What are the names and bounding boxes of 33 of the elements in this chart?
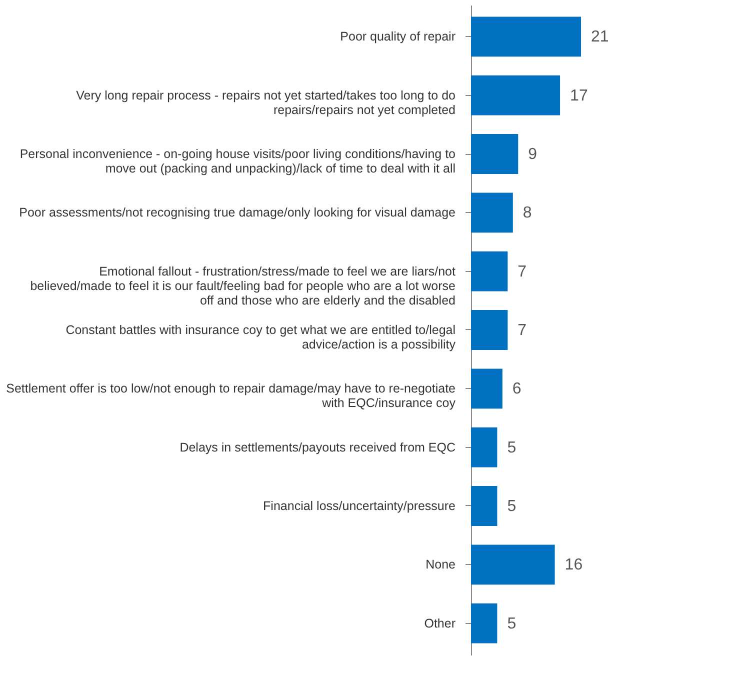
- data-label: 5: [507, 615, 516, 632]
- bar: [471, 486, 498, 526]
- bar: [471, 16, 581, 57]
- data-label: 6: [512, 380, 522, 398]
- y-tick-label: None: [426, 558, 456, 572]
- y-tick-label: Other: [424, 616, 456, 630]
- y-tick-label: Delays in settlements/payouts received from EQC: [180, 440, 456, 454]
- data-label: 8: [522, 204, 532, 222]
- bar: [471, 251, 508, 292]
- bar: [471, 192, 513, 233]
- bar: [471, 544, 555, 585]
- bar: [471, 368, 502, 409]
- data-label: 17: [570, 87, 588, 104]
- bar: [471, 134, 518, 174]
- y-tick-label: Emotional fallout - frustration/stress/made to feel we are liars/not believed/made to feel it is our fault/feeling bad for people who are a lot worse off and those who are elderly and the disabled: [30, 264, 456, 308]
- bar: [471, 603, 498, 644]
- y-tick-label: Poor assessments/not recognising true damage/only looking for visual damage: [19, 206, 456, 220]
- y-tick-label: Financial loss/uncertainty/pressure: [263, 498, 456, 513]
- data-label: 16: [564, 556, 583, 574]
- data-label: 9: [528, 146, 538, 164]
- bar: [471, 427, 498, 468]
- y-tick-label: Settlement offer is too low/not enough to repair damage/may have to re-negotiate with EQC/insurance coy: [6, 382, 456, 410]
- bar: [471, 75, 560, 116]
- bar: [471, 310, 508, 350]
- data-label: 5: [507, 498, 516, 515]
- y-tick-label: Very long repair process - repairs not yet started/takes too long to do repairs/repairs not yet completed: [76, 88, 456, 117]
- y-tick-label: Constant battles with insurance coy to get what we are entitled to/legal advice/action is a possibility: [66, 323, 456, 352]
- data-label: 21: [591, 28, 609, 46]
- data-label: 7: [518, 263, 527, 280]
- y-tick-label: Personal inconvenience - on-going house visits/poor living conditions/having to move out (packing and unpacking)/lack of time to deal with it all: [20, 147, 456, 176]
- y-tick-label: Poor quality of repair: [340, 30, 456, 44]
- data-label: 5: [507, 439, 516, 456]
- data-label: 7: [518, 322, 527, 339]
